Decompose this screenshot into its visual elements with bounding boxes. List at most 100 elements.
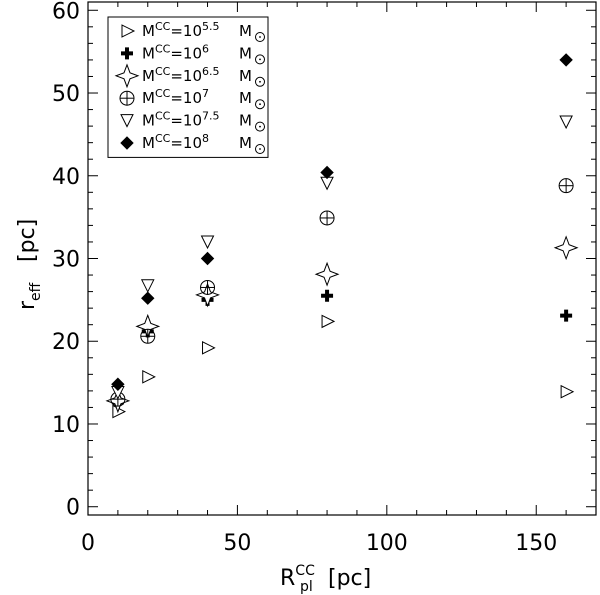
y-label-unit: [pc] [15, 219, 40, 262]
legend-eq: =10 [170, 134, 202, 152]
sun-symbol-icon [255, 76, 265, 87]
data-point [200, 279, 216, 295]
legend-marker [114, 63, 140, 89]
data-point [142, 370, 156, 384]
legend-item: MCC=105.5 M [121, 20, 265, 42]
x-tick-label: 100 [366, 531, 408, 556]
y-label-sub: eff [28, 282, 44, 301]
legend-sup2: 8 [202, 132, 209, 145]
sun-symbol-icon [255, 54, 265, 65]
data-point [140, 279, 155, 293]
series-triangle-down [111, 115, 573, 400]
y-tick-label: 50 [52, 82, 80, 107]
x-label-sup: CC [295, 563, 315, 579]
legend-marker [120, 136, 134, 150]
legend-pre: M [142, 89, 155, 107]
data-point [140, 328, 156, 344]
sun-symbol-icon [255, 144, 265, 154]
axis-ticks: 0 50 100 150 0 10 20 30 40 50 60 [52, 0, 596, 556]
series-triangle-right [112, 314, 575, 419]
legend-unit: M [239, 22, 252, 40]
y-tick-label: 40 [52, 165, 80, 190]
data-point [141, 291, 155, 305]
legend-marker [120, 114, 134, 128]
legend-pre: M [142, 134, 155, 152]
legend-marker [121, 47, 133, 60]
series-diamond-filled [111, 53, 573, 391]
x-label-unit: [pc] [328, 566, 371, 591]
legend-eq: =10 [170, 44, 202, 62]
y-tick-label: 30 [52, 248, 80, 273]
data-point [321, 289, 334, 302]
data-point [200, 251, 215, 266]
y-axis-label-group: reff [pc] [15, 219, 44, 310]
legend-sup1: CC [155, 42, 171, 55]
legend-label: MCC=106.5 M [142, 65, 252, 85]
data-point [202, 341, 216, 355]
sun-symbol-icon [255, 99, 265, 110]
data-point [559, 53, 573, 67]
x-tick-label: 0 [81, 531, 95, 556]
x-label-sub: pl [300, 579, 313, 595]
legend-pre: M [142, 67, 155, 85]
legend-sup2: 7.5 [202, 110, 220, 123]
legend-eq: =10 [170, 112, 202, 130]
y-tick-label: 10 [52, 413, 80, 438]
legend-pre: M [142, 112, 155, 130]
y-label-base: r [15, 300, 40, 310]
legend-eq: =10 [170, 89, 202, 107]
legend-sup2: 6.5 [202, 65, 220, 78]
legend-marker [119, 90, 135, 106]
x-label-base: R [280, 566, 295, 591]
legend-item: MCC=107 M [119, 87, 265, 110]
legend-sup2: 6 [202, 42, 209, 55]
legend-unit: M [239, 112, 252, 130]
legend-box [107, 16, 269, 158]
series-plus [111, 289, 573, 409]
legend-sup1: CC [155, 110, 171, 123]
legend-label: MCC=107 M [142, 87, 252, 107]
legend-pre: M [142, 44, 155, 62]
legend-sup1: CC [155, 65, 171, 78]
legend-eq: =10 [170, 22, 202, 40]
data-point [111, 377, 125, 391]
legend-unit: M [239, 89, 252, 107]
y-tick-label: 20 [52, 330, 80, 355]
series-star4 [105, 235, 579, 414]
data-point [321, 314, 336, 329]
sun-symbol-icon [255, 121, 265, 132]
data-point [558, 178, 574, 194]
legend-item: MCC=106 M [121, 42, 265, 65]
legend-unit: M [239, 67, 252, 85]
legend-item: MCC=108 M [120, 132, 265, 154]
y-axis-label: reff [pc] [15, 219, 44, 310]
legend-label: MCC=108 M [142, 132, 252, 152]
sun-symbol-icon [255, 32, 265, 42]
legend-label: MCC=107.5 M [142, 110, 252, 130]
legend-sup2: 5.5 [202, 20, 220, 33]
legend-marker [121, 24, 136, 38]
data-point [319, 210, 335, 226]
y-tick-label: 0 [66, 496, 80, 521]
data-point [200, 235, 215, 250]
y-tick-label: 60 [52, 0, 80, 24]
legend-label: MCC=106 M [142, 42, 252, 62]
legend-pre: M [142, 22, 155, 40]
legend-sup1: CC [155, 132, 171, 145]
data-point [559, 115, 573, 130]
data-points [105, 53, 579, 419]
legend-item: MCC=106.5 M [114, 63, 265, 89]
legend-label: MCC=105.5 M [142, 20, 252, 40]
data-point [560, 309, 573, 322]
data-point [320, 165, 334, 180]
x-tick-label: 50 [223, 531, 251, 556]
legend-sup2: 7 [202, 87, 209, 100]
data-point [560, 384, 575, 399]
legend-sup1: CC [155, 87, 171, 100]
x-axis-label: RCC pl [pc] [280, 563, 371, 595]
data-point [314, 261, 340, 287]
legend-unit: M [239, 44, 252, 62]
series-circle-plus [110, 178, 574, 407]
